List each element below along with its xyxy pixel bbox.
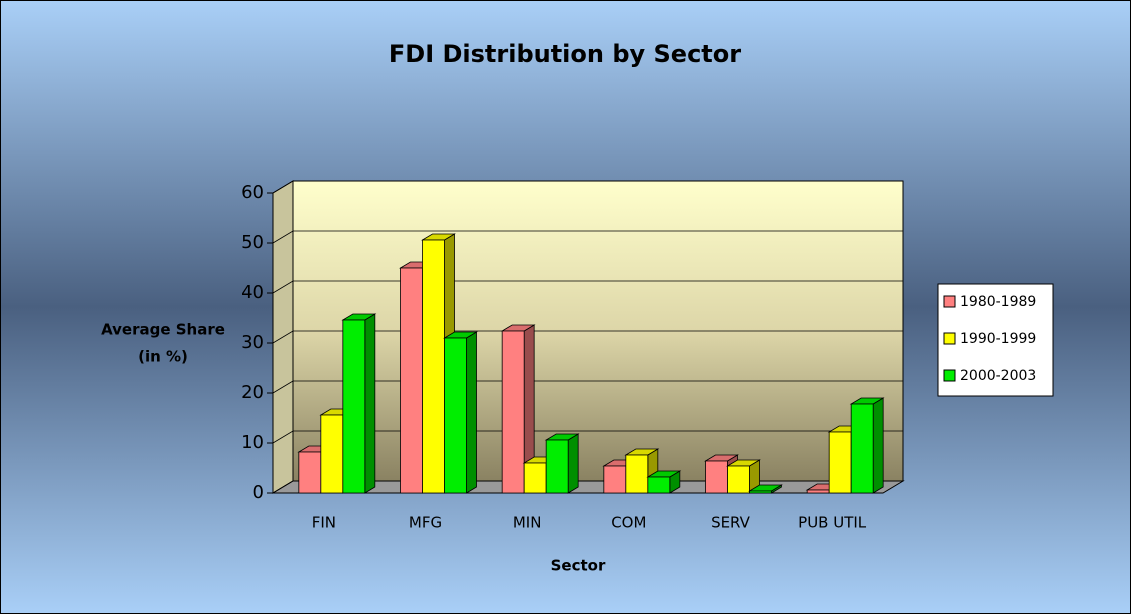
bar-front [603,465,627,494]
bar-side [466,331,477,494]
bar [443,331,478,494]
bar [849,397,885,494]
bar-front [727,465,750,494]
grid-line [272,480,903,494]
bar-front [501,330,525,494]
bar-front [647,476,671,494]
y-axis-label: (in %) [138,348,188,366]
bar-side [872,397,884,494]
bar [500,324,536,494]
bar [726,459,761,494]
x-tick-label: SERV [711,514,751,532]
legend-label: 1980-1989 [960,294,1036,310]
grid-line [272,280,903,294]
legend-swatch [943,369,956,382]
x-tick-label: PUB UTIL [798,514,867,532]
y-tick-label: 20 [241,382,264,403]
grid-line [272,330,903,344]
x-tick-label: MIN [513,514,542,532]
legend-swatch [943,332,956,345]
grid-line [272,430,903,444]
bar [544,433,580,494]
bar-front [806,489,830,494]
x-tick-label: MFG [409,514,442,532]
y-axis-label: Average Share [101,321,225,339]
y-tick-label: 40 [241,282,264,303]
grid-line [272,230,903,244]
legend-swatch [943,295,956,308]
x-axis-label: Sector [551,557,606,575]
bar-front [320,414,344,494]
y-tick-label: 60 [241,182,264,203]
x-tick-label: COM [611,514,646,532]
grid-line [272,180,903,194]
grid-line [272,380,903,394]
y-tick-label: 10 [241,432,264,453]
bar [341,313,377,494]
x-tick-label: FIN [312,514,336,532]
bar-front [523,462,547,494]
bar-front [850,403,874,494]
y-tick-label: 0 [253,482,264,503]
bar [748,484,783,494]
bar-front [400,267,423,494]
legend [937,283,1054,397]
legend-label: 1990-1999 [960,331,1036,347]
bar [646,470,682,494]
bar-front [298,451,322,494]
bar-front [545,439,569,494]
bar-front [444,337,467,494]
bar-front [749,490,772,494]
bar-front [828,431,852,494]
bar-side [567,433,579,494]
chart-title: FDI Distribution by Sector [389,40,741,68]
bar-front [422,239,445,494]
bar-front [342,319,366,494]
bar-front [705,460,728,494]
bar-side [364,313,376,494]
bar-front [625,454,649,494]
y-tick-label: 50 [241,232,264,253]
legend-label: 2000-2003 [960,368,1036,384]
y-tick-label: 30 [241,332,264,353]
